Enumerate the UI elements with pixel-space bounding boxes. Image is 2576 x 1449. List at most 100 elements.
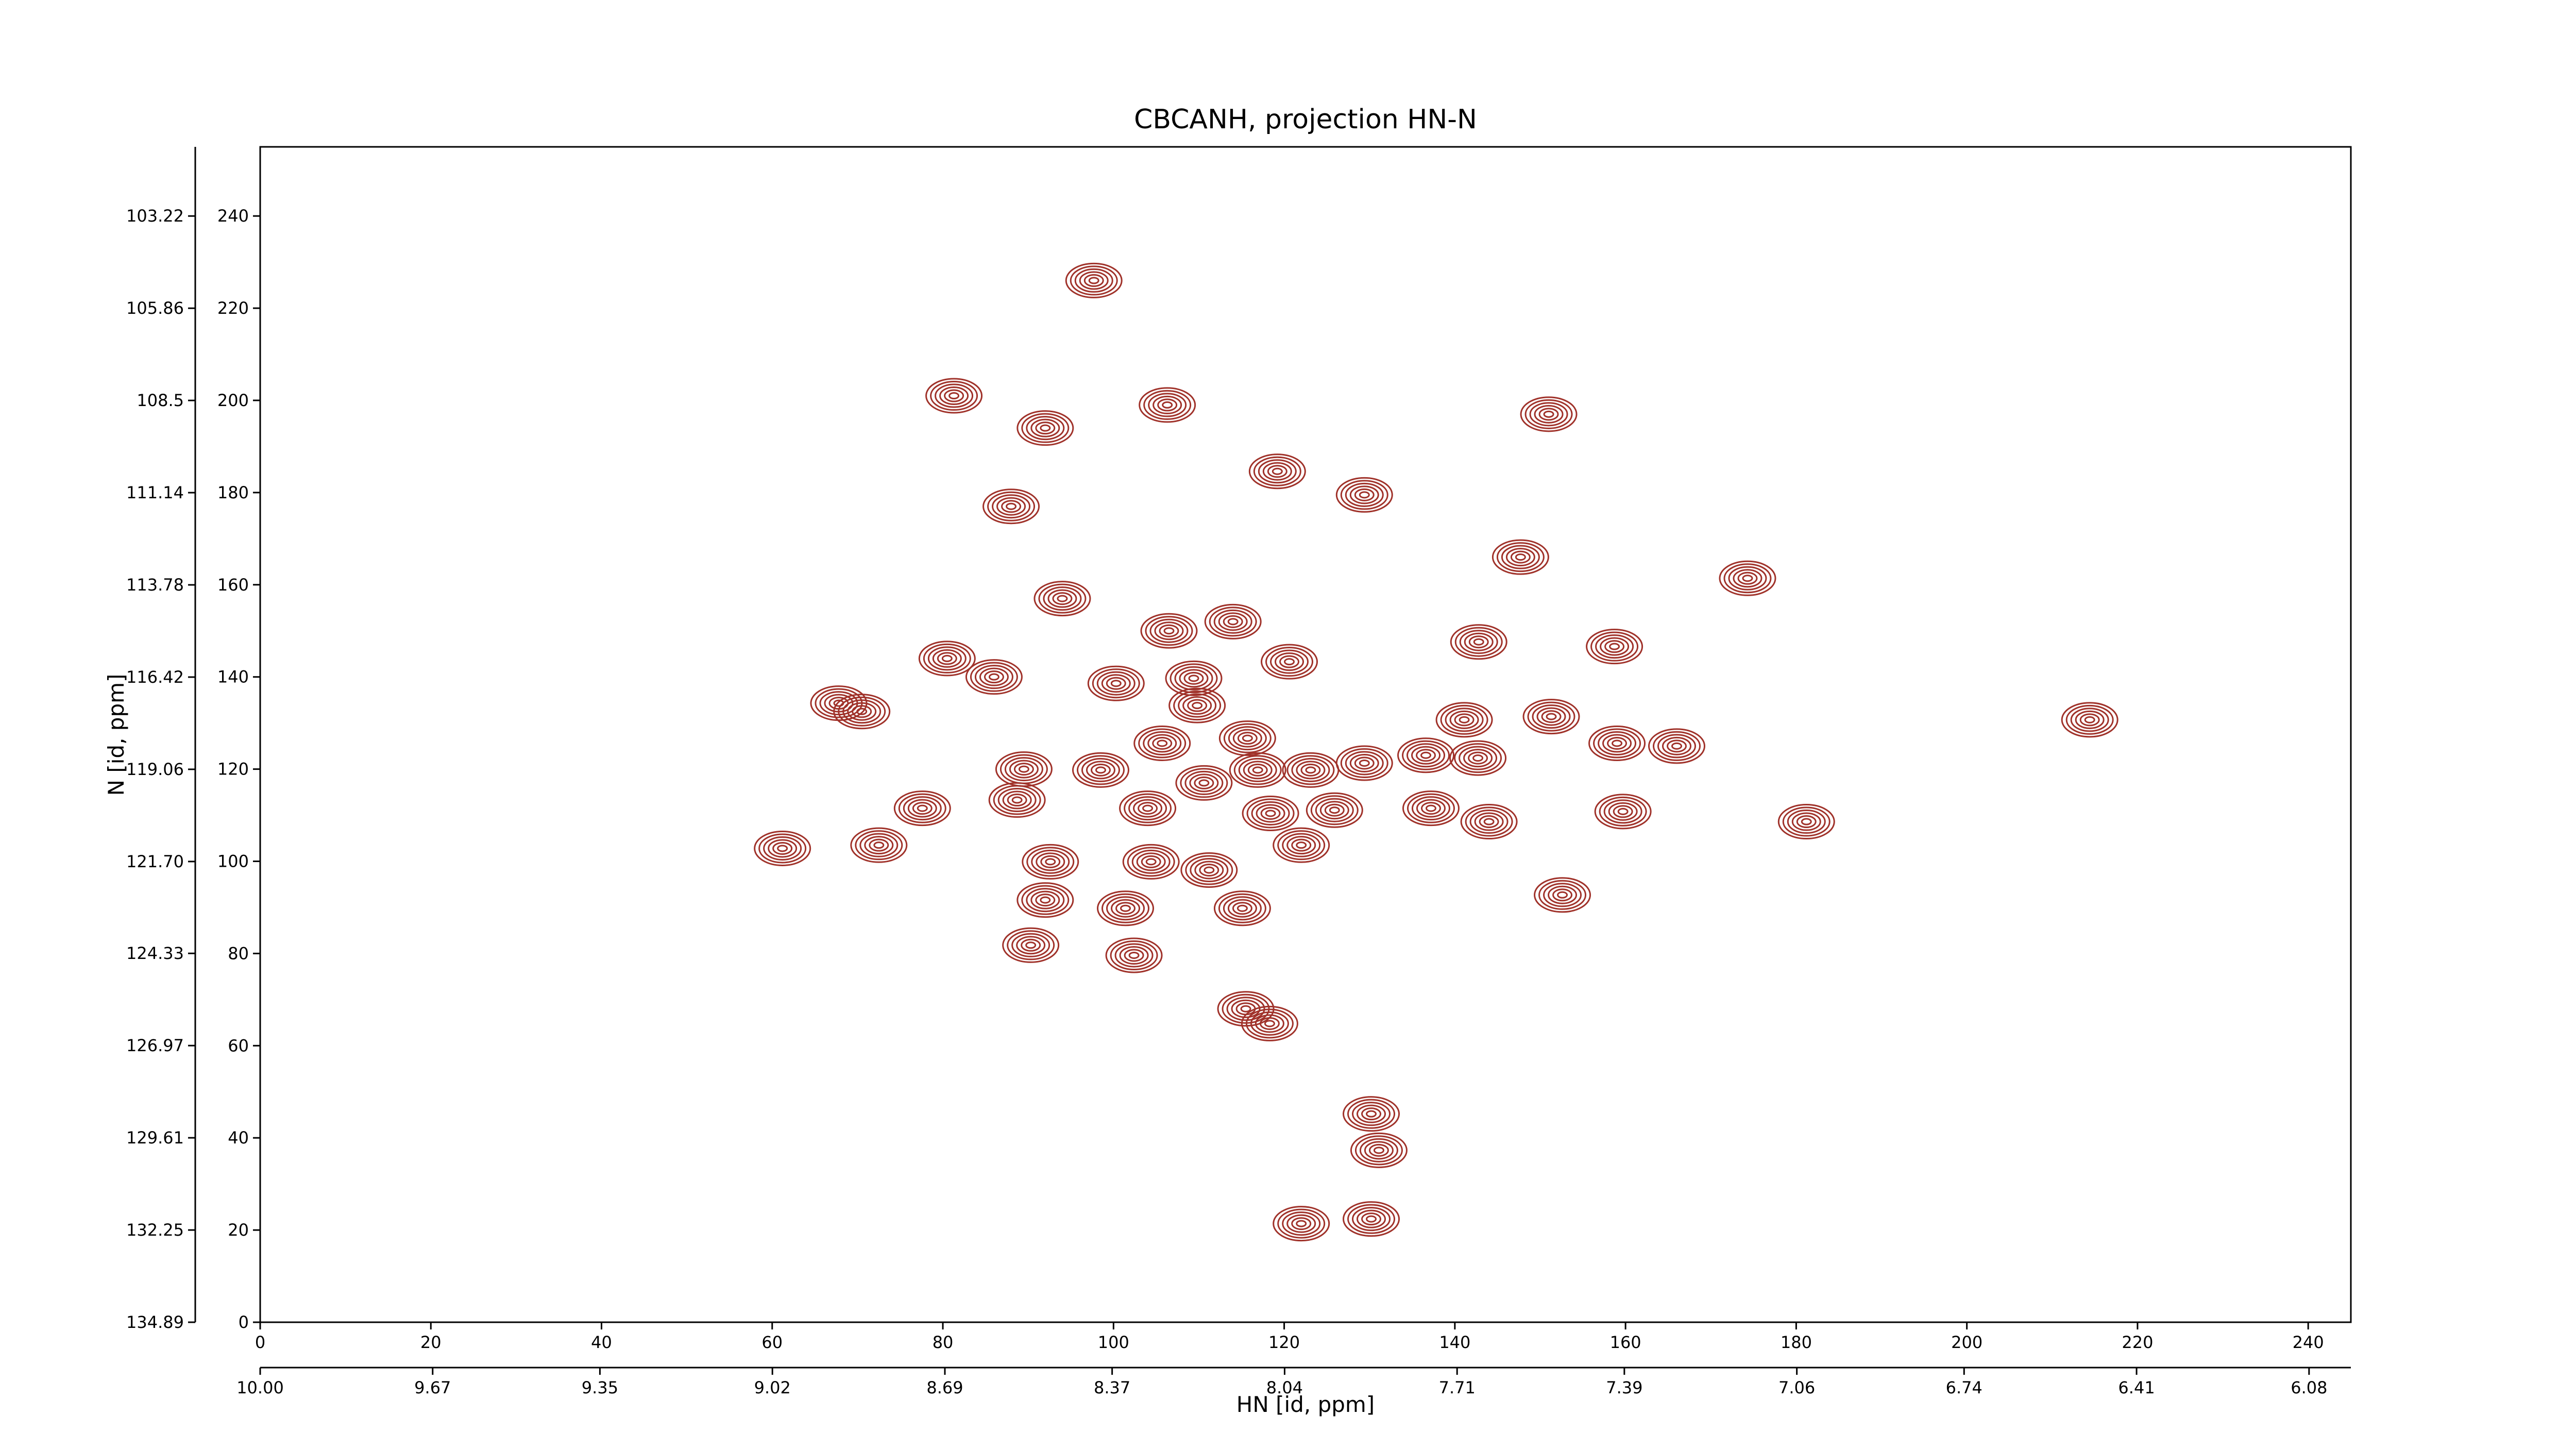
chart-title: CBCANH, projection HN-N <box>1134 104 1477 135</box>
y2-tick-label: 111.14 <box>126 483 184 502</box>
contour-level <box>1179 669 1209 688</box>
contour-level <box>1350 1132 1408 1168</box>
contour-level <box>1090 763 1111 777</box>
contour-level <box>1522 699 1580 735</box>
contour-level <box>1273 1206 1330 1242</box>
contour-level <box>1131 849 1171 874</box>
contour-level <box>1030 418 1060 437</box>
contour-level <box>1157 739 1168 747</box>
x-tick-label: 120 <box>1268 1333 1300 1352</box>
contour-level <box>1253 456 1301 486</box>
peak-contour <box>1229 752 1286 788</box>
contour-level <box>1279 655 1300 668</box>
x2-tick-label: 10.00 <box>236 1378 284 1397</box>
contour-level <box>1454 627 1503 657</box>
contour-level <box>1138 728 1187 759</box>
contour-level <box>1258 459 1297 484</box>
y2-tick-label: 105.86 <box>126 298 184 318</box>
contour-level <box>1139 387 1196 423</box>
y2-tick-label: 108.5 <box>137 391 184 410</box>
contour-level <box>1435 702 1493 738</box>
contour-level <box>925 378 983 414</box>
peak-contour <box>754 830 811 866</box>
contour-level <box>1538 408 1559 421</box>
x-tick-label: 220 <box>2122 1333 2153 1352</box>
contour-level <box>1532 704 1571 729</box>
contour-level <box>1194 776 1214 789</box>
contour-level <box>992 494 1031 519</box>
contour-level <box>1222 993 1270 1024</box>
contour-level <box>1083 274 1104 287</box>
peak-contour <box>1648 728 1706 764</box>
y-tick-label: 120 <box>217 760 249 779</box>
contour-level <box>1463 749 1493 768</box>
contour-level <box>1229 752 1286 788</box>
contour-level <box>1315 798 1354 822</box>
contour-level <box>1149 618 1189 643</box>
contour-level <box>1552 888 1573 902</box>
contour-level <box>1733 569 1762 588</box>
contour-level <box>1162 401 1173 409</box>
contour-level <box>1145 858 1157 866</box>
contour-level <box>1101 893 1150 923</box>
contour-level <box>1719 560 1776 596</box>
contour-level <box>1352 1102 1391 1126</box>
contour-level <box>1255 1014 1284 1033</box>
contour-level <box>1617 807 1629 815</box>
y-tick-label: 80 <box>228 943 249 963</box>
contour-level <box>1074 268 1113 293</box>
contour-level <box>1038 583 1087 614</box>
x-tick-label: 100 <box>1098 1333 1129 1352</box>
contour-level <box>1157 398 1178 412</box>
x2-tick-label: 6.74 <box>1946 1378 1982 1397</box>
contour-level <box>847 702 877 721</box>
contour-level <box>1324 803 1345 817</box>
contour-level <box>869 838 889 852</box>
peak-contour <box>1087 665 1145 701</box>
contour-level <box>1218 720 1276 756</box>
x2-tick-label: 9.02 <box>754 1378 791 1397</box>
y2-tick-label: 132.25 <box>126 1220 184 1240</box>
contour-level <box>1016 936 1046 955</box>
y-tick-label: 60 <box>228 1036 249 1055</box>
peak-contour <box>1016 410 1074 446</box>
contour-level <box>1124 793 1172 823</box>
contour-level <box>1147 734 1177 753</box>
contour-level <box>1450 624 1507 660</box>
contour-level <box>1557 891 1568 899</box>
contour-level <box>1045 858 1056 866</box>
contour-level <box>1057 595 1068 602</box>
contour-level <box>1349 485 1379 504</box>
contour-level <box>1142 804 1154 812</box>
contour-level <box>1052 592 1073 605</box>
contour-level <box>1277 1208 1326 1239</box>
peak-contour <box>1140 613 1198 649</box>
contour-level <box>1468 751 1488 765</box>
contour-level <box>1242 734 1253 742</box>
contour-level <box>1040 424 1051 432</box>
contour-level <box>1114 943 1154 968</box>
contour-level <box>1081 757 1120 782</box>
contour-level <box>1153 395 1182 414</box>
contour-level <box>1459 716 1470 723</box>
contour-level <box>1357 1209 1386 1228</box>
contour-level <box>1119 790 1177 827</box>
contour-level <box>768 839 798 858</box>
contour-level <box>1213 890 1271 926</box>
peak-contour <box>1180 852 1238 888</box>
contour-level <box>772 841 793 855</box>
contour-level <box>1354 756 1375 770</box>
contour-level <box>1459 630 1498 654</box>
contour-level <box>1110 680 1122 687</box>
contour-level <box>1608 802 1638 821</box>
contour-level <box>1546 713 1557 720</box>
peak-contour <box>1016 882 1074 918</box>
contour-level <box>1543 410 1554 418</box>
contour-level <box>1529 402 1568 427</box>
contour-level <box>1284 658 1295 666</box>
contour-level <box>1411 746 1441 765</box>
contour-level <box>1406 743 1446 768</box>
contour-level <box>1440 704 1488 735</box>
peak-contour <box>988 782 1046 818</box>
contour-level <box>984 670 1004 684</box>
